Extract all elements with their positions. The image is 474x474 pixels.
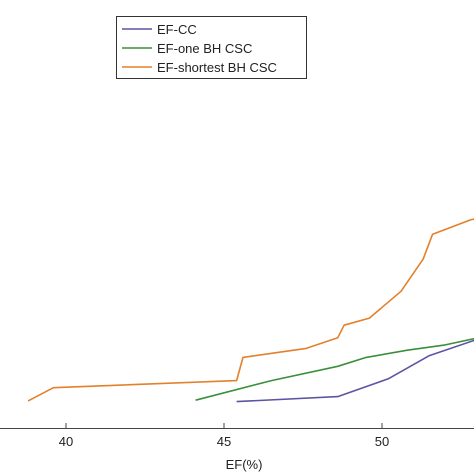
plot-lines [27,218,474,403]
series-line-2 [195,337,474,401]
x-axis-label: EF(%) [226,457,263,472]
legend-label: EF-one BH CSC [157,41,252,56]
x-tick-label: 45 [217,434,231,449]
legend-label: EF-CC [157,22,197,37]
x-tick-label: 40 [59,434,73,449]
legend-label: EF-shortest BH CSC [157,60,277,75]
series-line-3 [27,218,474,402]
x-axis-ticks: 404550556065 [59,423,389,449]
series-line-1 [236,339,474,403]
x-tick-label: 50 [375,434,389,449]
chart-legend: EF-CC EF-one BH CSC EF-shortest BH CSC [116,16,307,79]
